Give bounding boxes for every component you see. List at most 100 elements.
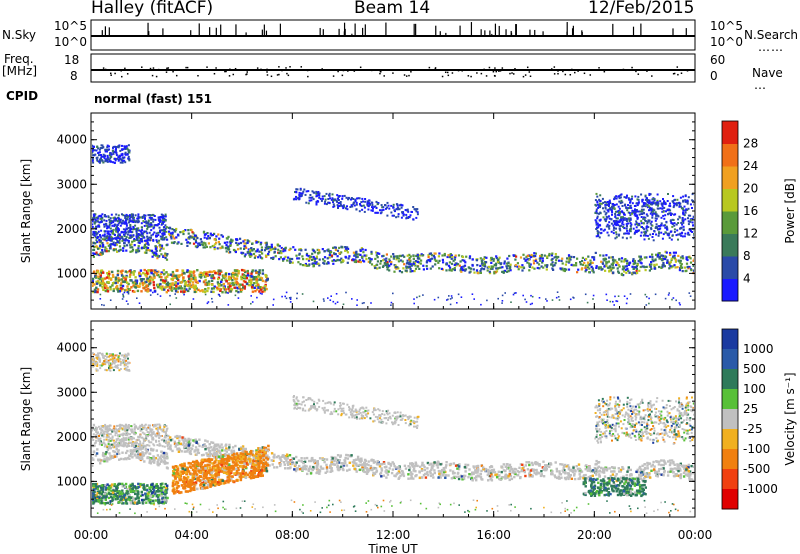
data-cell <box>242 286 245 289</box>
data-cell <box>230 273 234 276</box>
data-cell <box>97 220 100 223</box>
data-cell <box>158 221 161 223</box>
data-cell <box>684 209 687 212</box>
data-cell <box>312 264 315 267</box>
data-cell <box>208 270 212 273</box>
data-cell <box>513 292 516 294</box>
data-cell <box>559 463 562 466</box>
data-cell <box>143 245 146 248</box>
data-cell <box>235 277 239 280</box>
data-cell <box>243 269 246 272</box>
data-cell <box>135 251 138 254</box>
data-cell <box>141 278 144 281</box>
data-cell <box>673 213 676 216</box>
data-cell <box>432 476 435 479</box>
data-cell <box>94 290 97 294</box>
data-cell <box>611 207 614 210</box>
data-cell <box>594 471 598 475</box>
data-cell <box>117 277 120 280</box>
data-cell <box>265 275 268 279</box>
data-cell <box>682 208 685 211</box>
data-cell <box>101 242 104 245</box>
data-cell <box>228 446 231 449</box>
data-cell <box>533 252 536 255</box>
data-cell <box>630 473 633 476</box>
data-cell <box>92 248 96 251</box>
data-cell <box>601 197 604 200</box>
data-cell <box>658 228 661 231</box>
data-cell <box>628 220 631 223</box>
data-cell <box>204 445 208 448</box>
data-cell <box>395 203 398 206</box>
data-cell <box>616 220 618 223</box>
data-cell <box>387 263 390 267</box>
data-cell <box>639 255 642 258</box>
data-cell <box>98 151 101 154</box>
data-cell <box>169 294 171 297</box>
data-cell <box>308 465 312 468</box>
data-cell <box>359 249 362 252</box>
data-cell <box>409 471 413 474</box>
data-cell <box>165 254 168 257</box>
data-cell <box>114 149 117 152</box>
data-cell <box>513 475 516 479</box>
data-cell <box>643 256 646 259</box>
data-cell <box>672 219 675 221</box>
data-cell <box>530 294 532 297</box>
data-cell <box>611 213 613 216</box>
data-cell <box>188 452 192 455</box>
data-cell <box>121 144 123 147</box>
data-cell <box>241 445 245 448</box>
data-cell <box>412 206 415 208</box>
data-cell <box>117 235 120 238</box>
data-cell <box>364 200 367 203</box>
data-cell <box>132 234 135 237</box>
data-cell <box>182 440 185 443</box>
data-cell <box>692 264 694 267</box>
data-cell <box>615 231 618 234</box>
data-cell <box>176 290 179 294</box>
data-cell <box>155 272 158 275</box>
data-cell <box>126 218 129 221</box>
data-cell <box>487 265 490 268</box>
nave-dot <box>457 69 460 72</box>
data-cell <box>200 240 203 243</box>
data-cell <box>283 248 286 251</box>
data-cell <box>457 477 461 481</box>
data-cell <box>199 289 202 293</box>
data-cell <box>617 270 620 273</box>
data-cell <box>227 448 230 451</box>
data-cell <box>227 304 230 306</box>
data-cell <box>412 218 415 221</box>
data-cell <box>390 211 393 214</box>
data-cell <box>241 283 244 286</box>
data-cell <box>655 253 658 256</box>
data-cell <box>375 211 378 214</box>
data-cell <box>318 196 321 199</box>
data-cell <box>192 439 195 442</box>
nave-dot <box>229 68 231 70</box>
data-cell <box>383 466 387 469</box>
data-cell <box>367 469 371 472</box>
data-cell <box>246 269 249 273</box>
data-cell <box>684 199 687 202</box>
data-cell <box>360 463 363 467</box>
data-cell <box>92 220 94 223</box>
data-cell <box>682 229 685 231</box>
data-cell <box>93 214 96 217</box>
data-cell <box>149 462 153 465</box>
data-cell <box>685 208 688 211</box>
data-cell <box>190 285 193 288</box>
data-cell <box>497 267 500 270</box>
data-cell <box>426 461 430 465</box>
data-cell <box>318 249 321 252</box>
nave-dot <box>498 70 500 72</box>
data-cell <box>93 283 96 286</box>
data-cell <box>454 254 457 257</box>
data-cell <box>258 286 262 289</box>
data-cell <box>551 267 554 270</box>
data-cell <box>107 244 110 247</box>
data-cell <box>636 271 639 275</box>
nave-dot <box>110 74 112 76</box>
data-cell <box>586 469 589 472</box>
